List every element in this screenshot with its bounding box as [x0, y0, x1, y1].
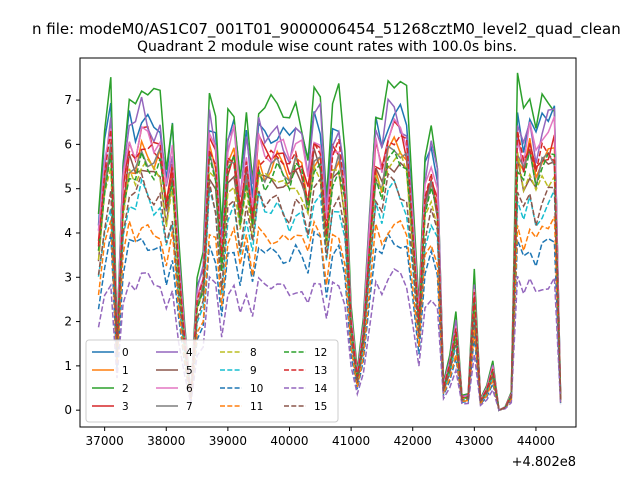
legend-label-7: 7: [186, 401, 193, 413]
x-tick-label: 37000: [86, 434, 124, 448]
legend-label-14: 14: [314, 383, 328, 395]
y-tick-label: 1: [64, 359, 72, 373]
y-tick-label: 2: [64, 315, 72, 329]
y-tick-label: 4: [64, 226, 72, 240]
x-offset-label: +4.802e8: [512, 455, 576, 470]
x-tick-label: 40000: [270, 434, 308, 448]
series-line-15: [97, 171, 562, 412]
legend-label-5: 5: [186, 365, 193, 377]
x-tick-label: 41000: [332, 434, 370, 448]
series-line-13: [97, 129, 562, 412]
x-tick-label: 38000: [147, 434, 185, 448]
x-tick-label: 39000: [209, 434, 247, 448]
legend-label-0: 0: [122, 347, 129, 359]
x-tick-label: 44000: [517, 434, 555, 448]
x-tick-label: 43000: [455, 434, 493, 448]
legend-label-2: 2: [122, 383, 129, 395]
legend-label-9: 9: [250, 365, 257, 377]
legend-label-4: 4: [186, 347, 193, 359]
x-axis: 37000 38000 39000 40000 41000 42000 43000 44000: [86, 427, 555, 448]
series-line-12: [97, 149, 562, 412]
chart-title: Quadrant 2 module wise count rates with …: [137, 39, 517, 55]
series-line-14: [97, 267, 562, 412]
y-tick-label: 5: [64, 182, 72, 196]
x-tick-label: 42000: [394, 434, 432, 448]
legend-label-1: 1: [122, 365, 129, 377]
series-layer: [97, 72, 562, 412]
plot-frame: [79, 57, 577, 428]
series-line-11: [97, 216, 562, 412]
legend-label-8: 8: [250, 347, 257, 359]
legend-label-10: 10: [250, 383, 263, 395]
legend-box: [85, 339, 339, 423]
y-tick-label: 6: [64, 137, 72, 151]
y-tick-label: 0: [64, 403, 72, 417]
legend-label-12: 12: [314, 347, 327, 359]
chart-suptitle: n file: modeM0/AS1C07_001T01_9000006454_…: [32, 20, 621, 39]
y-tick-label: 3: [64, 270, 72, 284]
y-tick-label: 7: [64, 93, 72, 107]
legend-label-6: 6: [186, 383, 193, 395]
legend-label-3: 3: [122, 401, 129, 413]
legend-label-15: 15: [314, 401, 327, 413]
y-axis: 0 1 2 3 4 5 6 7: [64, 93, 80, 417]
legend-label-11: 11: [250, 401, 263, 413]
legend-label-13: 13: [314, 365, 327, 377]
series-line-10: [97, 230, 562, 412]
